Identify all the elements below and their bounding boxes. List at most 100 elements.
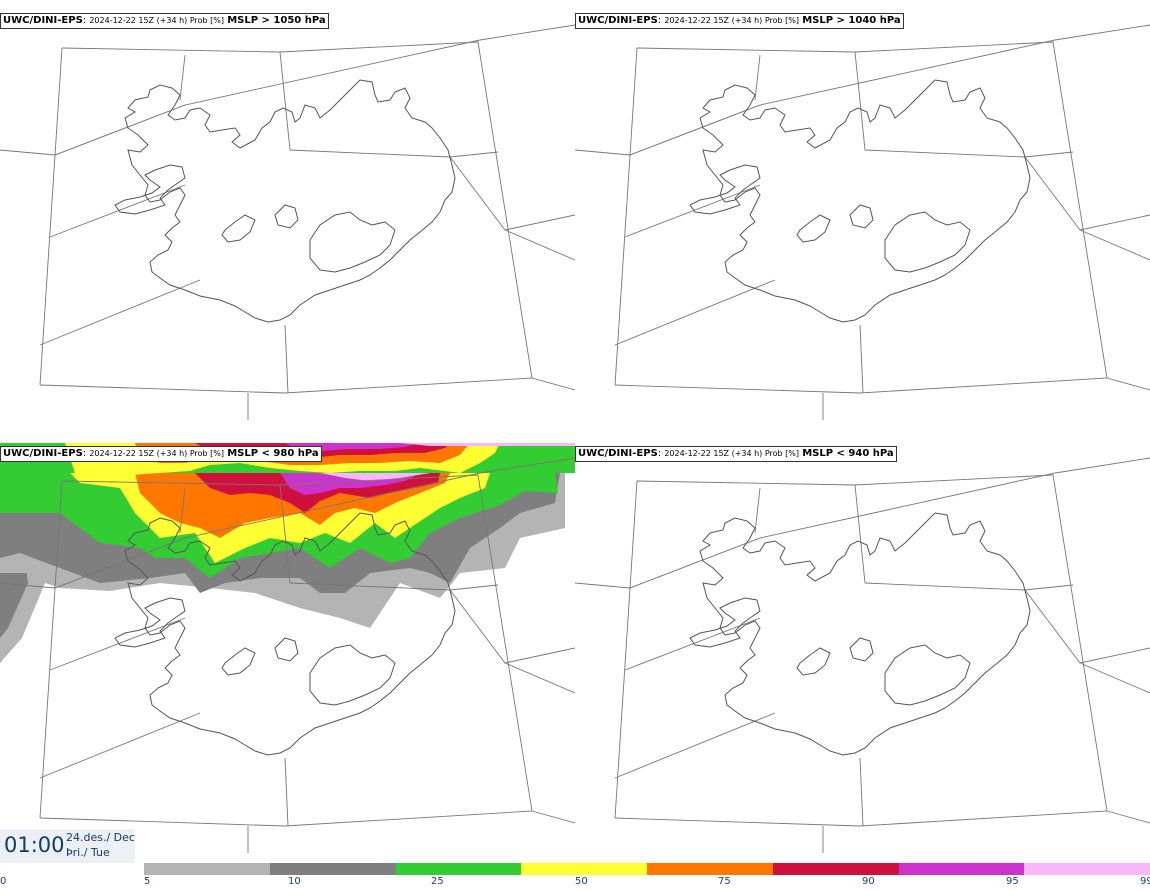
colorbar-segment: [269, 863, 396, 875]
panel-title: UWC/DINI-EPS: 2024-12-22 15Z (+34 h) Pro…: [575, 13, 904, 29]
coastline: [884, 211, 971, 273]
graticule-line: [39, 474, 533, 827]
graticule-line: [39, 41, 533, 394]
graticule-line: [49, 617, 186, 671]
colorbar-tick-label: 99: [1140, 876, 1150, 887]
graticule-line: [859, 757, 864, 827]
graticule-line: [0, 24, 575, 156]
run-info: 2024-12-22 15Z (+34 h) Prob [%]: [664, 449, 800, 458]
variable-name: MSLP > 1040 hPa: [802, 15, 901, 26]
colorbar-tick-label: 10: [288, 876, 301, 887]
graticule-line: [754, 54, 761, 101]
coastline: [699, 512, 1031, 756]
colorbar-segment: [1024, 863, 1150, 875]
coastline: [796, 214, 831, 243]
graticule-line: [531, 377, 575, 391]
colorbar-segment: [898, 863, 1025, 875]
graticule-line: [179, 54, 186, 101]
graticule-line: [531, 810, 575, 824]
variable-name: MSLP < 980 hPa: [227, 448, 319, 459]
coastline: [309, 644, 396, 706]
graticule-line: [449, 589, 575, 664]
colorbar-tick-label: 0: [0, 876, 7, 887]
colorbar-tick-label: 75: [718, 876, 731, 887]
model-name: UWC/DINI-EPS: [3, 15, 83, 26]
run-info: 2024-12-22 15Z (+34 h) Prob [%]: [89, 449, 225, 458]
valid-time-box: 01:00 24.des./ Dec Þri./ Tue: [0, 829, 135, 863]
graticule-line: [854, 484, 866, 584]
graticule-line: [614, 41, 1108, 394]
variable-name: MSLP > 1050 hPa: [227, 15, 326, 26]
panel-title: UWC/DINI-EPS: 2024-12-22 15Z (+34 h) Pro…: [575, 446, 897, 462]
coastline: [221, 214, 256, 243]
coastline: [114, 597, 186, 648]
valid-date: 24.des./ Dec: [66, 831, 135, 844]
graticule-line: [614, 712, 776, 779]
coastline: [689, 164, 761, 215]
colorbar-segment: [772, 863, 899, 875]
model-name: UWC/DINI-EPS: [578, 448, 658, 459]
graticule-line: [279, 484, 291, 584]
run-info: 2024-12-22 15Z (+34 h) Prob [%]: [664, 16, 800, 25]
graticule-line: [1106, 810, 1150, 824]
graticule-line: [1024, 589, 1150, 664]
colorbar-segment: [395, 863, 522, 875]
graticule-line: [284, 757, 289, 827]
graticule-line: [279, 51, 291, 151]
graticule-line: [864, 149, 1074, 158]
coastline: [114, 164, 186, 215]
graticule-line: [614, 480, 638, 819]
graticule-line: [575, 457, 1150, 589]
graticule-line: [1079, 229, 1150, 261]
graticule-line: [754, 487, 761, 534]
panel-title: UWC/DINI-EPS: 2024-12-22 15Z (+34 h) Pro…: [0, 446, 322, 462]
graticule-line: [39, 279, 201, 346]
graticule-line: [289, 149, 499, 158]
graticule-line: [39, 480, 63, 819]
graticule-line: [614, 474, 1108, 827]
coastline: [221, 647, 256, 676]
coastline: [699, 79, 1031, 323]
coastline: [274, 204, 299, 229]
coastline: [274, 637, 299, 662]
colorbar-tick-label: 25: [431, 876, 444, 887]
graticule-line: [859, 324, 864, 394]
coastline: [884, 644, 971, 706]
run-info: 2024-12-22 15Z (+34 h) Prob [%]: [89, 16, 225, 25]
graticule-line: [49, 184, 186, 238]
variable-name: MSLP < 940 hPa: [802, 448, 894, 459]
coastline: [124, 79, 456, 323]
coastline: [124, 512, 456, 756]
graticule-line: [179, 487, 186, 534]
graticule-line: [1024, 156, 1150, 231]
map-panel-mslp-gt-1040: UWC/DINI-EPS: 2024-12-22 15Z (+34 h) Pro…: [575, 0, 1150, 420]
graticule-line: [284, 324, 289, 394]
graticule-line: [624, 617, 761, 671]
valid-time: 01:00: [4, 833, 65, 857]
graticule-line: [1106, 377, 1150, 391]
model-name: UWC/DINI-EPS: [578, 15, 658, 26]
map-iceland: [0, 24, 575, 420]
map-panel-mslp-gt-1050: UWC/DINI-EPS: 2024-12-22 15Z (+34 h) Pro…: [0, 0, 575, 420]
coastline: [309, 211, 396, 273]
valid-weekday: Þri./ Tue: [66, 846, 110, 859]
colorbar-segment: [521, 863, 647, 875]
colorbar-tick-label: 90: [862, 876, 875, 887]
graticule-line: [504, 229, 575, 261]
graticule-line: [614, 279, 776, 346]
coastline: [689, 597, 761, 648]
graticule-line: [854, 51, 866, 151]
graticule-line: [449, 156, 575, 231]
graticule-line: [575, 24, 1150, 156]
panel-title: UWC/DINI-EPS: 2024-12-22 15Z (+34 h) Pro…: [0, 13, 329, 29]
map-panel-mslp-lt-940: UWC/DINI-EPS: 2024-12-22 15Z (+34 h) Pro…: [575, 433, 1150, 853]
probability-field: [0, 433, 575, 663]
model-name: UWC/DINI-EPS: [3, 448, 83, 459]
coastline: [849, 637, 874, 662]
graticule-line: [629, 104, 761, 156]
graticule-line: [614, 47, 638, 386]
graticule-line: [54, 104, 186, 156]
coastline: [849, 204, 874, 229]
colorbar-tick-label: 50: [575, 876, 588, 887]
graticule-line: [54, 537, 186, 589]
